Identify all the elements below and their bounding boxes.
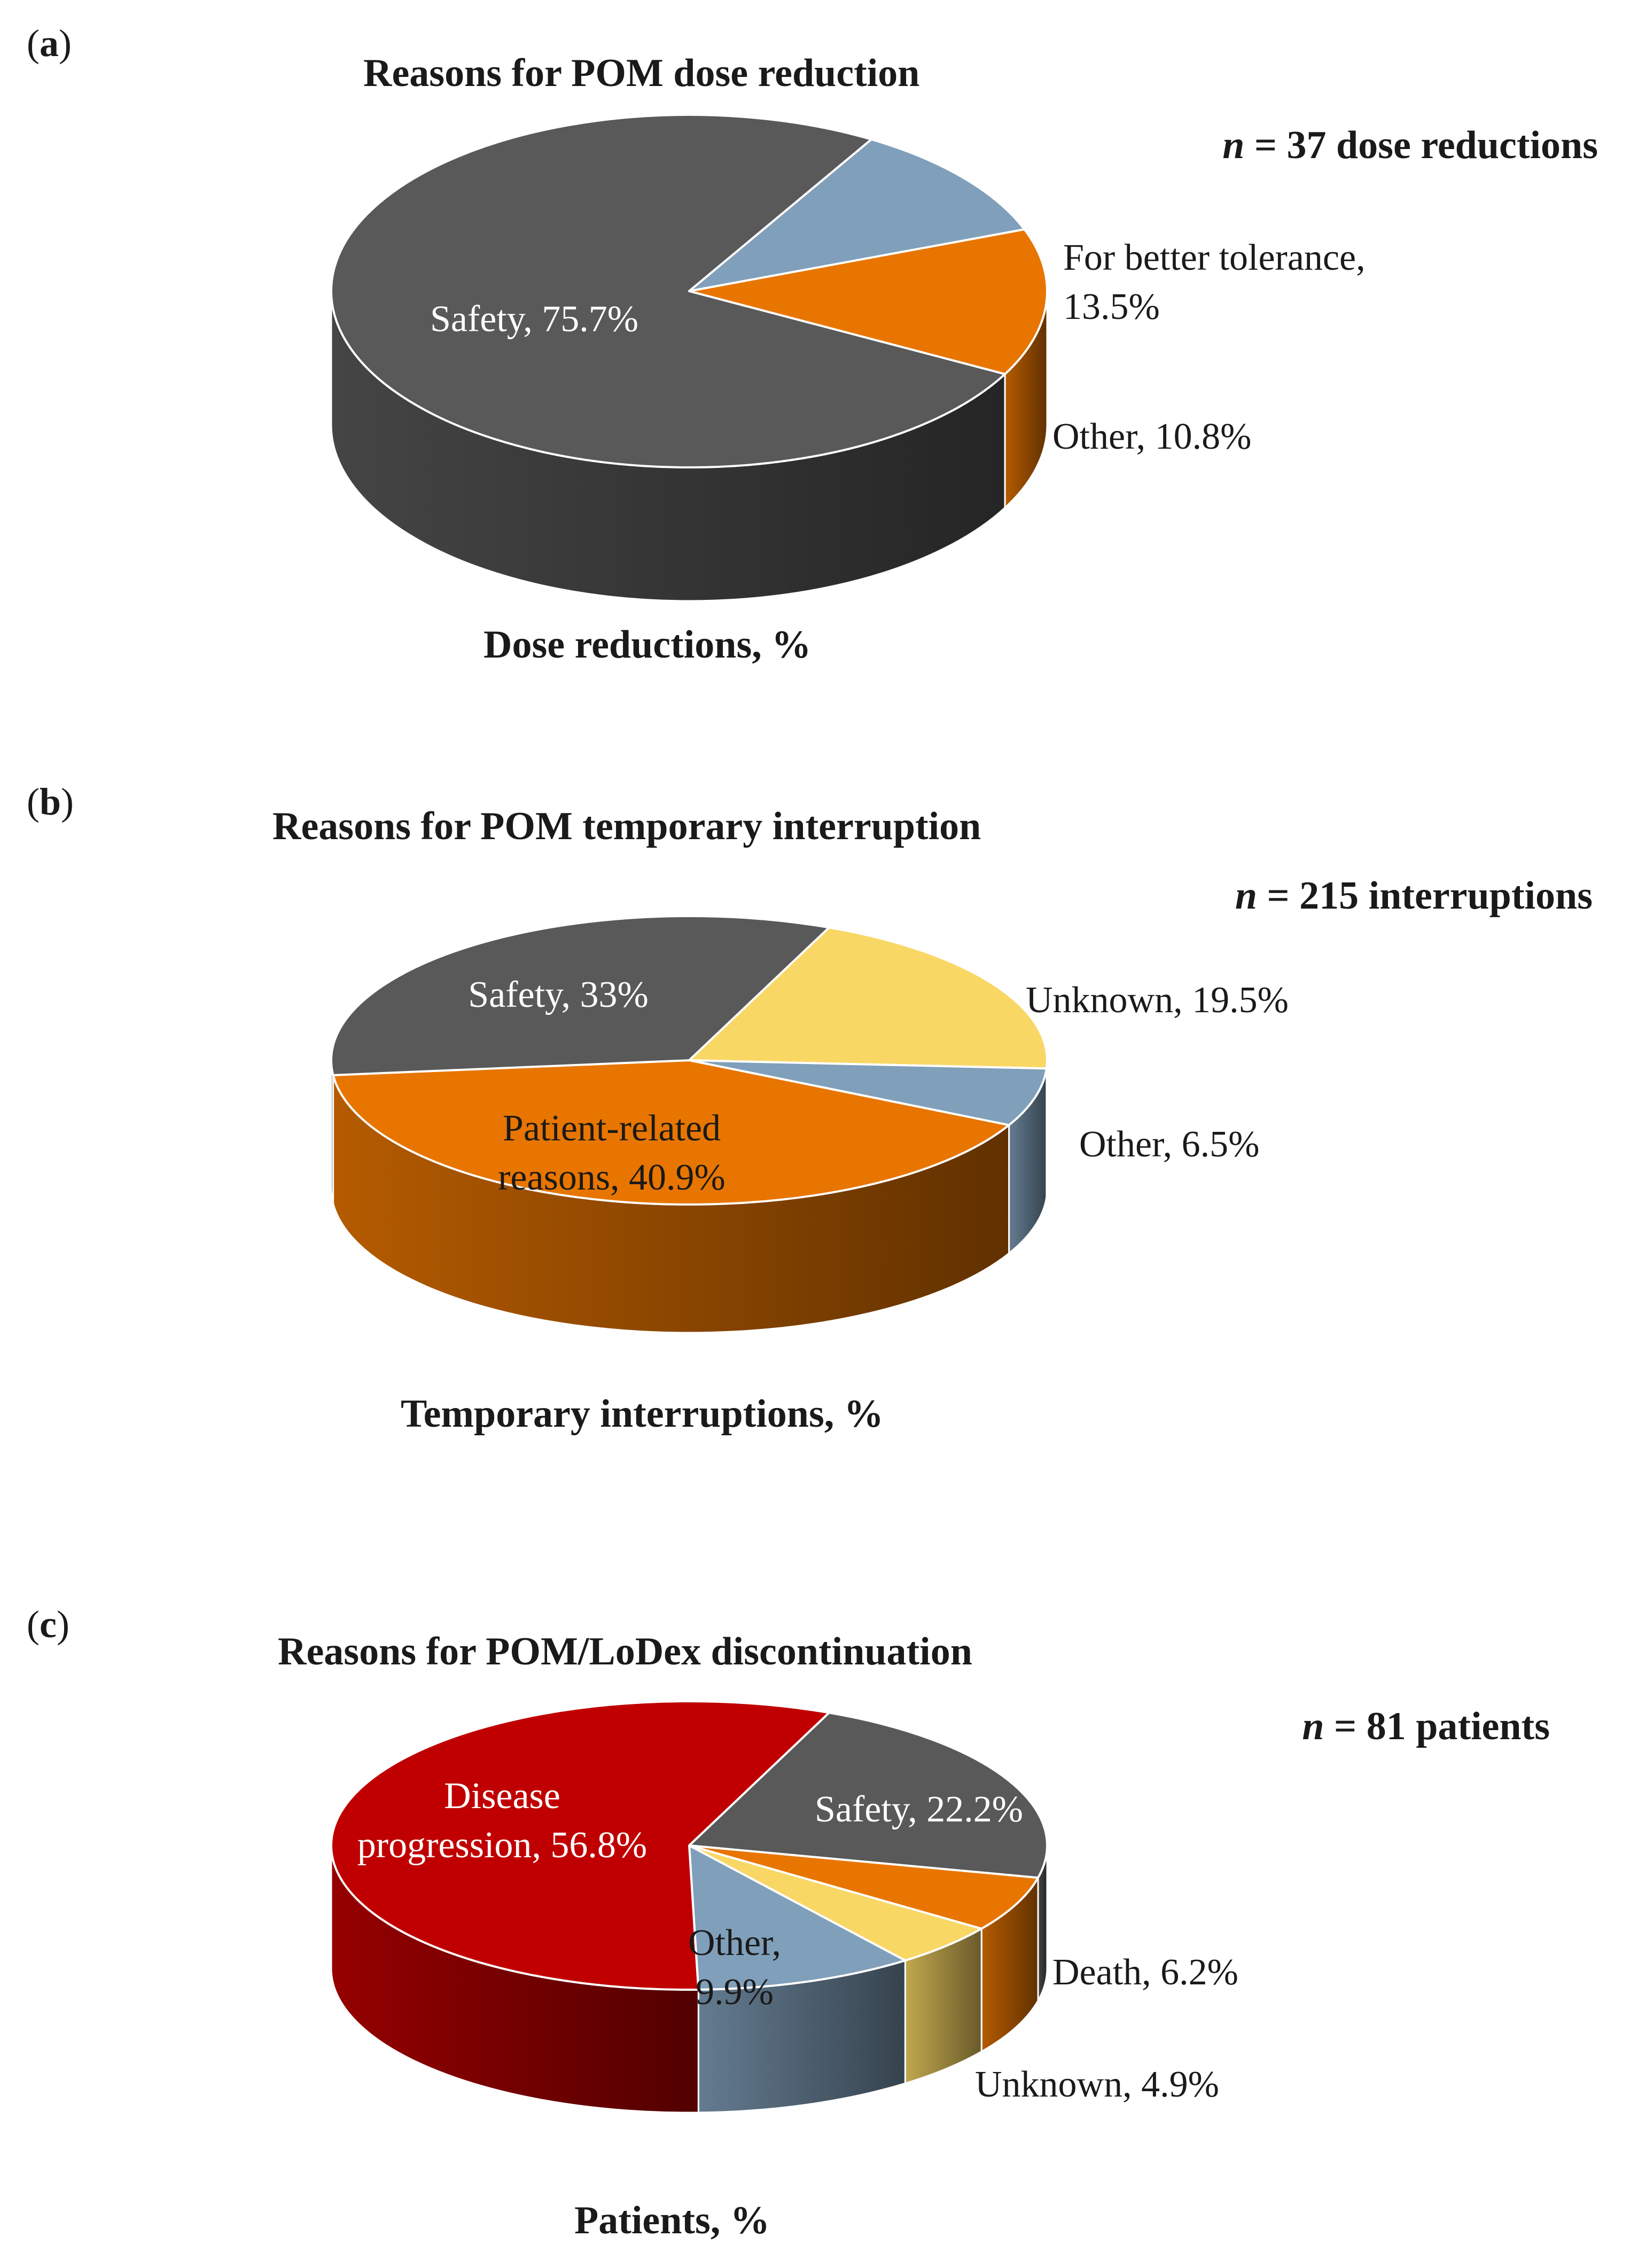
panel-b: (b) Reasons for POM temporary interrupti… [0,758,1638,1474]
pie-slice-death [688,1844,1040,1930]
data-label-patient-related-reasons: Patient-related reasons, 40.9% [498,1108,726,1198]
pie-slice-other [688,1059,1048,1127]
data-label-other: Other, 9.9% [688,1922,781,2013]
data-label-safety: Safety, 75.7% [430,299,638,340]
pie-side-safety [330,1060,334,1204]
pie-sides [330,1060,1048,1334]
pie-slice-disease-progression [330,1700,830,1991]
pie-labels: Unknown, 19.5% Other, 6.5% Patient-related… [468,974,1289,1198]
pie-top [330,114,1048,468]
n-label: n = 37 dose reductions [1222,123,1598,167]
pie-slice-safety [688,1711,1048,1879]
pie-slice-unknown [688,926,1048,1070]
chart-caption: Temporary interruptions, % [401,1392,884,1436]
pie-chart-c: Safety, 22.2% Death, 6.2% Unknown, 4.9% Oth… [330,1700,1238,2114]
chart-title: Reasons for POM dose reduction [363,51,920,95]
chart-caption: Patients, % [574,2199,770,2242]
pie-chart-b: Unknown, 19.5% Other, 6.5% Patient-related… [330,915,1289,1334]
chart-title: Reasons for POM temporary interruption [272,804,981,848]
panel-c: (c) Reasons for POM/LoDex discontinuatio… [0,1581,1638,2268]
data-label-for-better-tolerance: For better tolerance, 13.5% [1063,237,1366,327]
data-label-death: Death, 6.2% [1052,1952,1238,1993]
data-label-unknown: Unknown, 4.9% [975,2064,1219,2105]
pie-chart-a: Safety, 75.7% For better tolerance, 13.5% O… [330,114,1366,602]
panel-label: (a) [27,22,72,65]
chart-title: Reasons for POM/LoDex discontinuation [278,1630,972,1673]
pie-slice-for-better-tolerance [688,228,1048,376]
data-label-other: Other, 6.5% [1079,1124,1259,1165]
pie-slice-patient-related-reasons [332,1059,1010,1206]
panel-label: (c) [27,1603,69,1646]
pie-slice-safety [330,915,830,1076]
pie-slice-safety [330,114,1007,468]
pie-slice-other [688,138,1026,292]
data-label-safety: Safety, 22.2% [815,1789,1023,1830]
panel-a: (a) Reasons for POM dose reduction n = 3… [0,0,1638,689]
n-label: n = 215 interruptions [1235,874,1593,918]
pie-slice-other [688,1844,907,1991]
pie-slice-unknown [688,1844,983,1962]
n-label: n = 81 patients [1302,1704,1550,1748]
chart-caption: Dose reductions, % [483,623,812,667]
pie-top [330,1700,1048,1991]
pie-labels: Safety, 22.2% Death, 6.2% Unknown, 4.9% Oth… [357,1776,1238,2105]
data-label-safety: Safety, 33% [468,974,649,1015]
pie-labels: Safety, 75.7% For better tolerance, 13.5% O… [430,237,1366,457]
pie-top [330,915,1048,1206]
data-label-disease-progression: Disease progression, 56.8% [357,1776,647,1866]
pie-sides [330,1845,1048,2114]
data-label-unknown: Unknown, 19.5% [1026,980,1289,1021]
data-label-other: Other, 10.8% [1052,416,1251,457]
panel-label: (b) [27,780,74,823]
